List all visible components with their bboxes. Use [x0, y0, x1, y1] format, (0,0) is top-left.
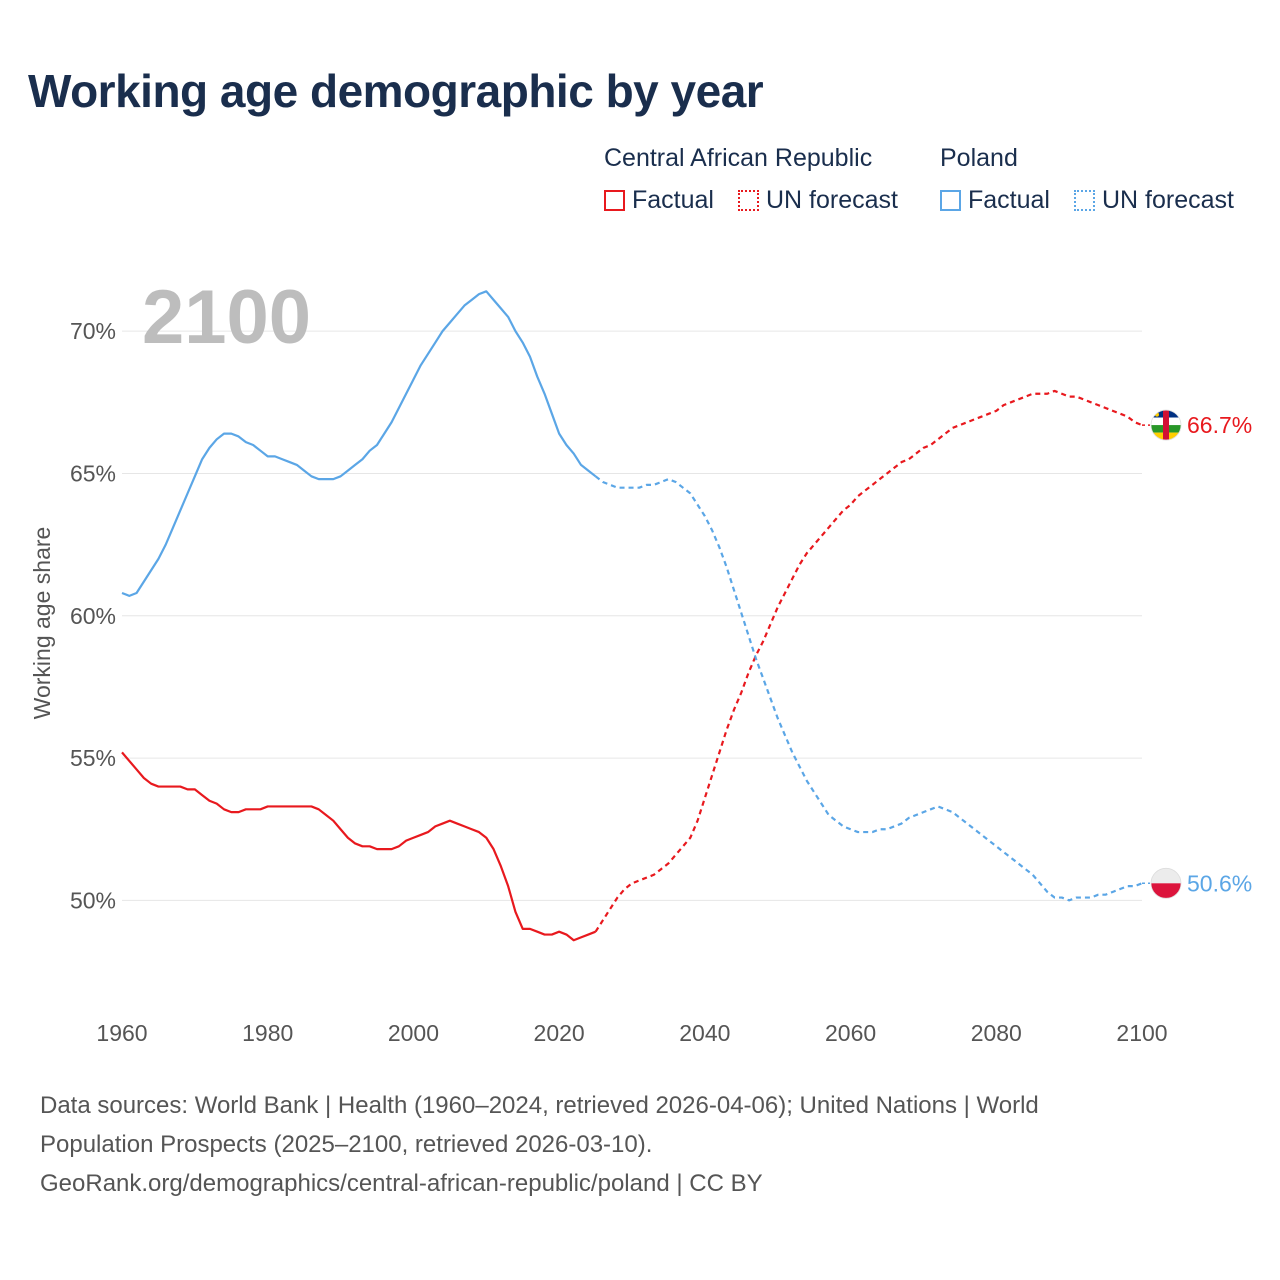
end-markers: 66.7% 50.6% — [1150, 409, 1252, 899]
y-tick-label: 65% — [70, 460, 116, 486]
footer-line-3: GeoRank.org/demographics/central-african… — [40, 1170, 763, 1197]
y-tick-label: 60% — [70, 603, 116, 629]
poland-forecast-line — [594, 475, 1143, 902]
x-tick-label: 2020 — [534, 1020, 585, 1046]
end-label-central-african-republic: 66.7% — [1187, 412, 1252, 438]
chart-title: Working age demographic by year — [28, 65, 764, 117]
x-tick-label: 2000 — [388, 1020, 439, 1046]
year-watermark: 2100 — [142, 275, 311, 360]
x-tick-label: 2100 — [1116, 1020, 1167, 1046]
y-tick-label: 70% — [70, 318, 116, 344]
poland-factual-line — [121, 290, 597, 597]
footer-sources: Data sources: World Bank | Health (1960–… — [40, 1086, 1240, 1203]
x-tick-label: 2080 — [971, 1020, 1022, 1046]
x-tick-label: 1960 — [96, 1020, 147, 1046]
series-layer — [121, 290, 1150, 942]
x-axis: 1960 1980 2000 2020 2040 2060 2080 2100 — [96, 1020, 1167, 1046]
footer-line-2: Population Prospects (2025–2100, retriev… — [40, 1131, 653, 1158]
x-tick-label: 2040 — [679, 1020, 730, 1046]
poland-flag-icon — [1150, 867, 1182, 899]
central-african-republic-flag-icon — [1150, 409, 1182, 441]
y-tick-label: 55% — [70, 745, 116, 771]
y-tick-label: 50% — [70, 887, 116, 913]
central-african-republic-forecast-line — [594, 389, 1143, 933]
line-chart: 2100 50% 55% 60% 65% 70% 1960 1980 2000 2020 204… — [29, 275, 1252, 1046]
gridlines — [122, 330, 1142, 901]
footer-line-1: Data sources: World Bank | Health (1960–… — [40, 1092, 1039, 1119]
y-axis-title: Working age share — [29, 527, 55, 720]
central-african-republic-factual-line — [121, 751, 596, 942]
x-tick-label: 2060 — [825, 1020, 876, 1046]
end-label-poland: 50.6% — [1187, 870, 1252, 896]
y-axis: 50% 55% 60% 65% 70% — [70, 318, 116, 913]
x-tick-label: 1980 — [242, 1020, 293, 1046]
